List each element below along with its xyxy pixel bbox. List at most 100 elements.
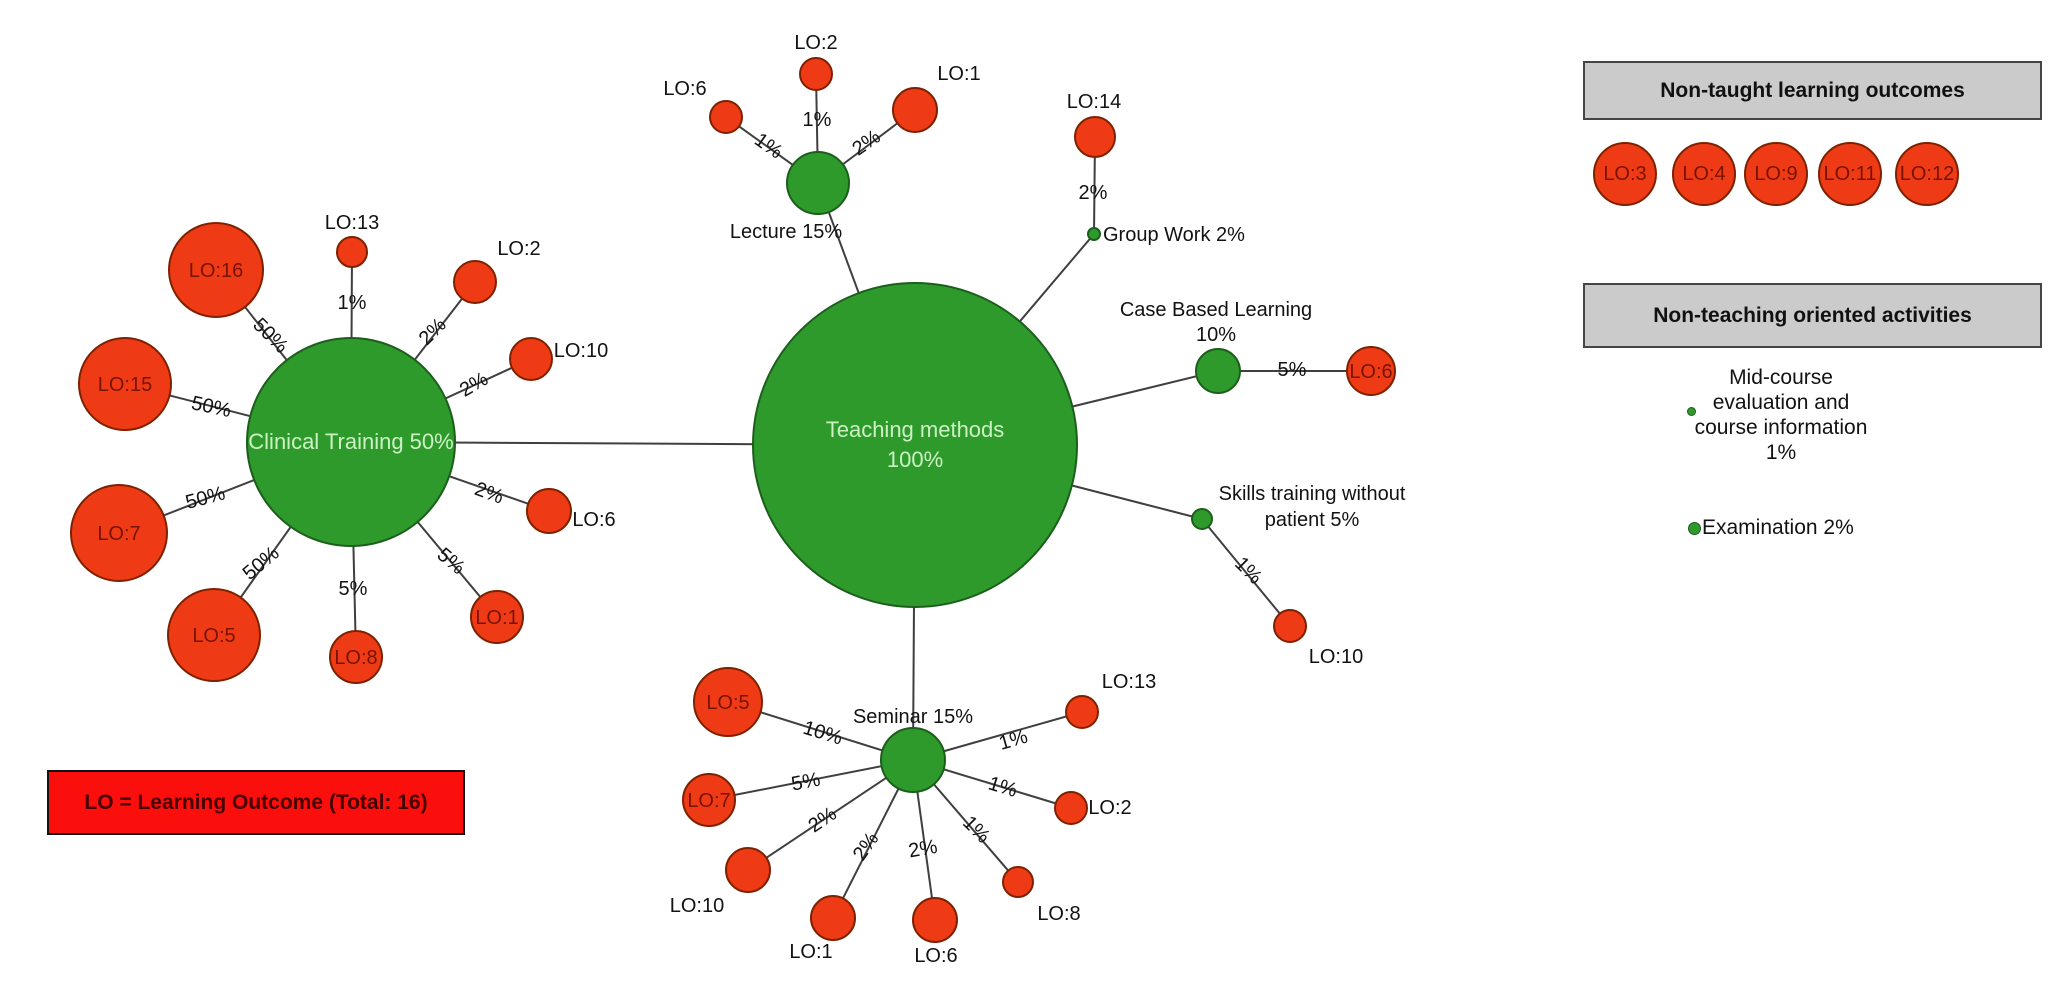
edge-percent-label: 10% <box>800 717 845 750</box>
lo-node-label: LO:6 <box>663 78 706 100</box>
edge-percent-label: 5% <box>790 769 823 796</box>
edge-percent-label: 1% <box>986 773 1020 803</box>
lo-node <box>526 488 572 534</box>
midcourse-line-3: course information <box>1694 416 1868 439</box>
lo-node-label: LO:13 <box>325 212 379 234</box>
lo-node-label: LO:6 <box>914 945 957 967</box>
hub-label-teaching: Teaching methods <box>826 417 1005 442</box>
lo-node <box>693 667 763 737</box>
lo-node <box>709 100 743 134</box>
midcourse-line-4: 1% <box>1765 441 1797 464</box>
lo-node-label: LO:13 <box>1102 671 1156 693</box>
non-taught-lo-node: LO:4 <box>1672 142 1736 206</box>
edge-percent-label: 2% <box>849 828 884 864</box>
hub-label-skills: patient 5% <box>1265 509 1360 531</box>
edge-percent-label: 2% <box>472 478 507 509</box>
edge-percent-label: 5% <box>1278 359 1307 381</box>
lo-node <box>1273 609 1307 643</box>
non-taught-lo-label: LO:12 <box>1899 162 1955 185</box>
lo-node-label: LO:8 <box>334 647 377 669</box>
lo-node <box>892 87 938 133</box>
lo-node-label: LO:2 <box>794 32 837 54</box>
hub-label-casebased: 10% <box>1196 324 1236 346</box>
non-taught-lo-label: LO:3 <box>1603 162 1647 185</box>
edge-percent-label: 50% <box>183 482 228 514</box>
midcourse-line-1: Mid-course <box>1729 366 1833 389</box>
lo-node-label: LO:10 <box>554 340 608 362</box>
lo-node-label: LO:8 <box>1037 903 1080 925</box>
lo-node <box>168 222 264 318</box>
lo-edge-line <box>708 759 914 801</box>
non-taught-lo-node: LO:11 <box>1818 142 1882 206</box>
lo-node <box>1346 346 1396 396</box>
lo-edge-line <box>747 759 914 871</box>
non-taught-lo-node: LO:12 <box>1895 142 1959 206</box>
lo-node <box>682 773 736 827</box>
lo-node <box>810 895 856 941</box>
lo-node <box>70 484 168 582</box>
edge-percent-label: 2% <box>805 803 841 838</box>
lo-node-label: LO:1 <box>937 63 980 85</box>
hub-label-skills: Skills training without <box>1219 483 1406 505</box>
examination-item: Examination 2% <box>1688 516 1854 540</box>
lo-node <box>329 630 383 684</box>
lo-node <box>725 847 771 893</box>
non-teaching-panel-title: Non-teaching oriented activities <box>1653 303 1972 327</box>
hub-label-groupwork: Group Work 2% <box>1103 224 1245 246</box>
lo-node-label: LO:2 <box>1088 797 1131 819</box>
lo-node <box>167 588 261 682</box>
lo-node <box>799 57 833 91</box>
edge-percent-label: 1% <box>996 726 1030 755</box>
edge-percent-label: 2% <box>907 836 940 863</box>
lo-node-label: LO:5 <box>192 625 235 647</box>
non-taught-lo-node: LO:9 <box>1744 142 1808 206</box>
hub-node-seminar <box>880 727 946 793</box>
edge-percent-label: 5% <box>339 578 368 600</box>
lo-node-label: LO:7 <box>97 523 140 545</box>
lo-node-label: LO:1 <box>789 941 832 963</box>
hub-label-casebased: Case Based Learning <box>1120 299 1312 321</box>
edge-percent-label: 1% <box>958 812 994 848</box>
lo-edge-line <box>1201 518 1291 627</box>
hub-node-lecture <box>786 151 850 215</box>
non-taught-lo-label: LO:9 <box>1754 162 1798 185</box>
edge-percent-label: 50% <box>239 542 284 585</box>
lo-node-label: LO:6 <box>572 509 615 531</box>
lo-node-label: LO:1 <box>475 607 518 629</box>
non-taught-panel-title: Non-taught learning outcomes <box>1660 78 1965 102</box>
non-taught-lo-node: LO:3 <box>1593 142 1657 206</box>
edge-percent-label: 5% <box>433 544 469 580</box>
edge-percent-label: 2% <box>1079 182 1108 204</box>
edge-percent-label: 1% <box>803 109 832 131</box>
lo-node-label: LO:10 <box>1309 646 1363 668</box>
lo-node <box>912 897 958 943</box>
midcourse-evaluation-item: Mid-course evaluation and course informa… <box>1661 365 1901 465</box>
midcourse-dot-icon <box>1687 407 1696 416</box>
hub-label-clinical: Clinical Training 50% <box>248 429 453 454</box>
edge-percent-label: 2% <box>456 368 492 402</box>
hub-node-clinical <box>246 337 456 547</box>
edge-percent-label: 1% <box>750 129 786 164</box>
lo-node-label: LO:5 <box>706 692 749 714</box>
lo-node-label: LO:10 <box>670 895 724 917</box>
legend-text: LO = Learning Outcome (Total: 16) <box>84 790 428 814</box>
hub-label-teaching: 100% <box>887 447 943 472</box>
lo-node <box>1065 695 1099 729</box>
examination-dot-icon <box>1688 521 1701 535</box>
lo-node <box>509 337 553 381</box>
lo-node <box>1074 116 1116 158</box>
edge-percent-label: 1% <box>1230 553 1266 589</box>
lo-node-label: LO:7 <box>687 790 730 812</box>
lo-node-label: LO:15 <box>98 374 152 396</box>
lo-node <box>78 337 172 431</box>
non-taught-lo-label: LO:11 <box>1823 162 1877 185</box>
hub-node-teaching <box>752 282 1078 608</box>
edge-percent-label: 1% <box>338 292 367 314</box>
lo-node <box>470 590 524 644</box>
midcourse-line-2: evaluation and <box>1712 391 1850 414</box>
lo-node <box>1054 791 1088 825</box>
edge-percent-label: 50% <box>189 392 233 422</box>
non-taught-lo-label: LO:4 <box>1682 162 1726 185</box>
